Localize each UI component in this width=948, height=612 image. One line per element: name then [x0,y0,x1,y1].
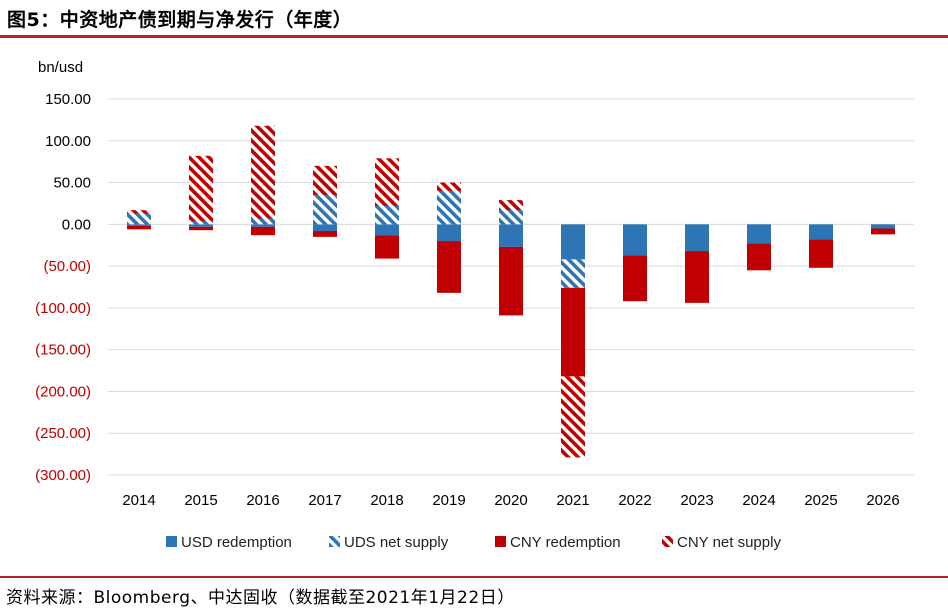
legend-swatch [662,536,673,547]
bar-cny-redemption-2021 [561,287,585,377]
legend-swatch [166,536,177,547]
bar-uds-net-supply-2018 [375,205,399,225]
y-tick-label: (250.00) [35,425,91,442]
y-tick-label: (200.00) [35,383,91,400]
y-tick-label: (300.00) [35,467,91,484]
legend-swatch [495,536,506,547]
y-tick-label: 100.00 [45,133,91,150]
x-tick-label: 2016 [246,492,279,509]
bar-usd-redemption-2016 [251,224,275,227]
bar-cny-redemption-2020 [499,246,523,316]
bar-cny-net-supply-2020 [499,200,523,211]
bar-cny-net-supply-2021 [561,376,585,458]
stacked-bar-chart: bn/usd 150.00 100.00 50.00 0.00 (50.00) (100.… [35,59,914,551]
legend-swatch [329,536,340,547]
bar-usd-redemption-2015 [189,224,213,227]
bar-cny-redemption-2014 [127,226,151,230]
bar-cny-net-supply-2017 [313,165,337,196]
bar-cny-net-supply-2018 [375,158,399,206]
x-tick-label: 2017 [308,492,341,509]
bar-cny-redemption-2025 [809,239,833,268]
bar-cny-redemption-2016 [251,226,275,236]
bar-cny-redemption-2017 [313,231,337,237]
legend-entry: CNY redemption [510,534,621,551]
bar-usd-redemption-2019 [437,224,461,242]
chart-title: 图5：中资地产债到期与净发行（年度） [7,9,353,31]
legend-entry: CNY net supply [677,534,781,551]
x-tick-label: 2020 [494,492,527,509]
y-tick-label: 50.00 [53,175,91,192]
bar-cny-redemption-2022 [623,255,647,302]
bar-usd-redemption-2014 [127,224,151,227]
footer-divider [0,576,948,578]
bar-usd-redemption-2018 [375,224,399,236]
bar-uds-net-supply-2015 [189,220,213,225]
x-tick-label: 2022 [618,492,651,509]
y-axis-ticks: 150.00 100.00 50.00 0.00 (50.00) (100.00) (150… [35,91,91,484]
legend: USD redemption UDS net supply CNY redempti… [166,534,781,551]
x-tick-label: 2018 [370,492,403,509]
y-axis-label: bn/usd [38,59,83,76]
x-tick-label: 2024 [742,492,775,509]
bar-uds-net-supply-2019 [437,190,461,225]
x-tick-label: 2015 [184,492,217,509]
bar-series [127,125,895,458]
bar-uds-net-supply-2021 [561,259,585,288]
bar-cny-net-supply-2014 [127,210,151,214]
bar-uds-net-supply-2016 [251,218,275,225]
bar-uds-net-supply-2020 [499,210,523,225]
x-tick-label: 2021 [556,492,589,509]
bar-usd-redemption-2021 [561,224,585,260]
bar-usd-redemption-2023 [685,224,709,252]
legend-entry: USD redemption [181,534,292,551]
bar-usd-redemption-2026 [871,224,895,229]
bar-usd-redemption-2022 [623,224,647,256]
bar-uds-net-supply-2014 [127,213,151,225]
y-tick-label: (150.00) [35,342,91,359]
title-divider [0,35,948,38]
bar-cny-redemption-2023 [685,251,709,303]
x-tick-label: 2025 [804,492,837,509]
bar-usd-redemption-2025 [809,224,833,240]
bar-cny-net-supply-2016 [251,125,275,219]
y-tick-label: (50.00) [43,258,91,275]
bar-cny-redemption-2015 [189,226,213,231]
x-tick-label: 2019 [432,492,465,509]
bar-usd-redemption-2020 [499,224,523,247]
source-note: 资料来源：Bloomberg、中达固收（数据截至2021年1月22日） [6,588,515,608]
y-tick-label: 0.00 [62,216,91,233]
x-tick-label: 2014 [122,492,155,509]
bar-cny-redemption-2026 [871,228,895,235]
y-tick-label: (100.00) [35,300,91,317]
x-tick-label: 2026 [866,492,899,509]
x-tick-label: 2023 [680,492,713,509]
bar-cny-net-supply-2019 [437,182,461,191]
bar-usd-redemption-2024 [747,224,771,244]
y-tick-label: 150.00 [45,91,91,108]
legend-entry: UDS net supply [344,534,449,551]
bar-usd-redemption-2017 [313,224,337,232]
bar-cny-net-supply-2015 [189,155,213,221]
x-axis-ticks: 2014 2015 2016 2017 2018 2019 2020 2021 2022 2023… [122,492,899,509]
bar-uds-net-supply-2017 [313,195,337,225]
bar-cny-redemption-2019 [437,241,461,293]
bar-cny-redemption-2018 [375,235,399,259]
bar-cny-redemption-2024 [747,243,771,271]
